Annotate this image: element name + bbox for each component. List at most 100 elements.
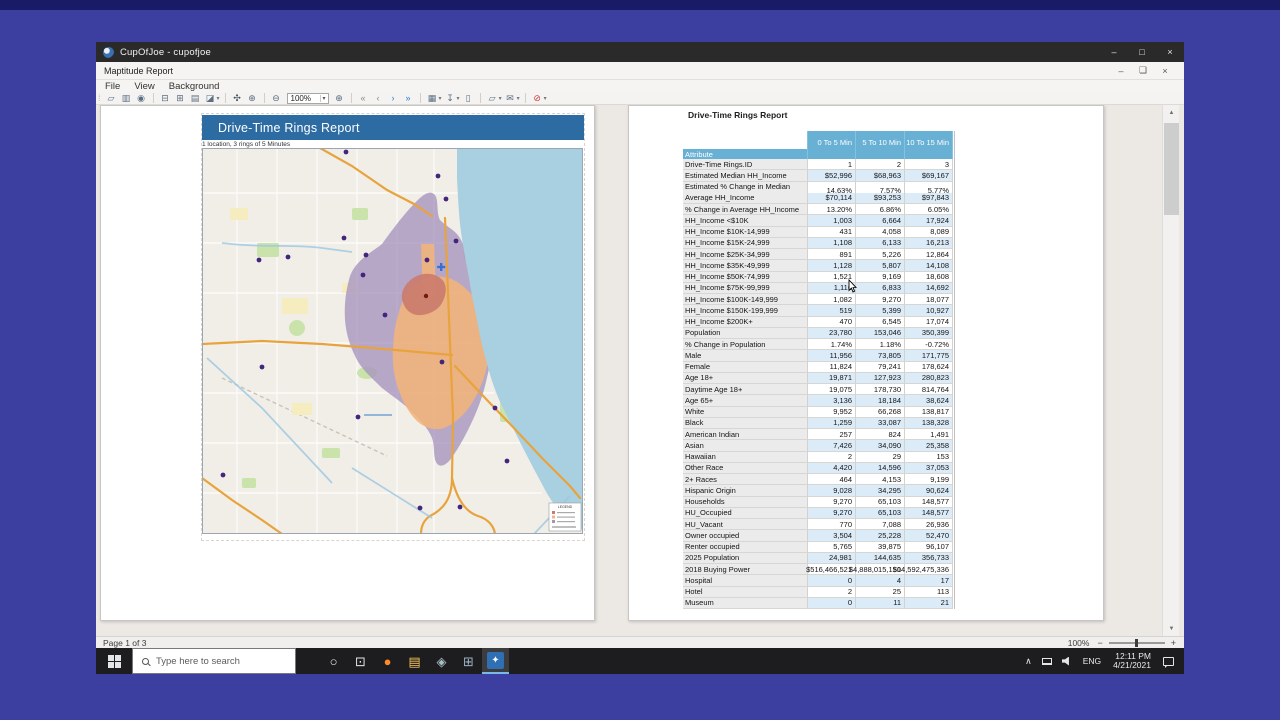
clock[interactable]: 12:11 PM 4/21/2021	[1113, 652, 1151, 670]
lake-michigan	[457, 148, 583, 530]
action-center-icon[interactable]	[1163, 656, 1174, 668]
pan-tool-icon[interactable]: ✣	[233, 93, 241, 103]
value-cell: 113	[905, 586, 953, 598]
print-setup-icon[interactable]: ⊞	[176, 93, 184, 103]
remote-desktop-icon[interactable]: ⊞	[455, 648, 482, 674]
chevron-down-icon[interactable]: ▾	[319, 94, 328, 102]
attribute-cell: HH_Income $150K-199,999	[683, 305, 808, 317]
report-window-controls: – ❏ ×	[1110, 63, 1176, 79]
value-cell: 891	[808, 249, 856, 261]
vertical-scrollbar[interactable]: ▲ ▼	[1162, 105, 1179, 636]
table-row: Estimated % Change in Median HH_Income14…	[683, 181, 954, 201]
toolbar-separator	[224, 93, 226, 103]
table-row: White 9,952 66,268 138,817	[683, 406, 954, 418]
value-cell: 21	[905, 597, 953, 609]
file-explorer-icon[interactable]: ▤	[401, 648, 428, 674]
table-row: Average HH_Income $70,114 $93,253 $97,843	[683, 192, 954, 204]
zoom-out-button[interactable]: −	[1097, 637, 1103, 648]
value-cell: 470	[808, 316, 856, 328]
report-restore-button[interactable]: ❏	[1138, 65, 1148, 75]
close-report-icon[interactable]: ⊘	[533, 93, 541, 103]
language-indicator[interactable]: ENG	[1082, 656, 1102, 666]
table-row: HH_Income <$10K 1,003 6,664 17,924	[683, 215, 954, 227]
cortana-icon[interactable]: ○	[320, 648, 347, 674]
panes-icon[interactable]: ▥	[121, 93, 131, 103]
attribute-cell: Other Race	[683, 462, 808, 474]
close-report-icon-dropdown[interactable]: ▾	[543, 95, 547, 102]
report-table: 0 To 5 Min 5 To 10 Min 10 To 15 Min Attribu…	[683, 131, 955, 609]
email-icon-dropdown[interactable]: ▾	[516, 95, 520, 102]
window-titlebar[interactable]: CupOfJoe - cupofjoe – □ ×	[96, 42, 1184, 62]
first-page-icon[interactable]: «	[360, 93, 366, 103]
email-icon[interactable]: ✉	[506, 93, 514, 103]
value-cell: 39,875	[856, 541, 905, 553]
menu-background[interactable]: Background	[168, 80, 220, 92]
export-icon-dropdown[interactable]: ▾	[456, 95, 460, 102]
value-cell: 34,090	[856, 440, 905, 452]
last-page-icon[interactable]: »	[405, 93, 411, 103]
value-cell: 5,399	[856, 305, 905, 317]
value-cell: 33,087	[856, 417, 905, 429]
attribute-cell: HH_Income $75K-99,999	[683, 282, 808, 294]
select-tool-icon-dropdown[interactable]: ▾	[216, 95, 220, 102]
volume-icon[interactable]	[1061, 656, 1069, 666]
value-cell: 11,824	[808, 361, 856, 373]
zoom-out-tool-icon[interactable]: ⊖	[272, 93, 280, 103]
save-as-icon[interactable]: ▱	[488, 93, 496, 103]
table-row: Female 11,824 79,241 178,624	[683, 361, 954, 373]
value-cell: $68,963	[856, 170, 905, 182]
window-close-button[interactable]: ×	[1167, 47, 1173, 57]
drive-time-map[interactable]: LEGEND	[202, 148, 583, 534]
document-icon[interactable]: ▯	[465, 93, 471, 103]
start-button[interactable]	[96, 648, 132, 674]
menu-file[interactable]: File	[105, 80, 121, 92]
zoom-slider-thumb[interactable]	[1134, 638, 1138, 647]
menu-view[interactable]: View	[134, 80, 155, 92]
firefox-icon[interactable]: ●	[374, 648, 401, 674]
find-icon[interactable]: ◉	[137, 93, 145, 103]
select-tool-icon[interactable]: ◪	[205, 93, 215, 103]
hidden-icons-chevron[interactable]: ∧	[1025, 655, 1032, 666]
attribute-cell: Black	[683, 417, 808, 429]
window-maximize-button[interactable]: □	[1139, 47, 1145, 57]
value-cell: 3,136	[808, 395, 856, 407]
firefox-icon-glyph: ●	[383, 653, 392, 669]
report-layout-icon-dropdown[interactable]: ▾	[438, 95, 442, 102]
map-label-text	[364, 414, 392, 416]
scrollbar-thumb[interactable]	[1164, 123, 1179, 215]
print-preview-icon[interactable]: ▤	[190, 93, 200, 103]
task-view-icon[interactable]: ⊡	[347, 648, 374, 674]
save-as-icon-dropdown[interactable]: ▾	[498, 95, 502, 102]
taskbar-search[interactable]: Type here to search	[132, 648, 296, 674]
maptitude-app-icon[interactable]: ✦	[482, 648, 509, 674]
value-cell: 25,358	[905, 440, 953, 452]
zoom-in-tool-icon[interactable]: ⊕	[248, 93, 256, 103]
report-layout-icon[interactable]: ▦	[427, 93, 437, 103]
value-cell: 17,074	[905, 316, 953, 328]
print-icon[interactable]: ⊟	[161, 93, 169, 103]
security-app-icon[interactable]: ◈	[428, 648, 455, 674]
value-cell: 23,780	[808, 327, 856, 339]
new-report-icon[interactable]: ▱	[107, 93, 115, 103]
report-minimize-button[interactable]: –	[1118, 65, 1124, 76]
value-cell: 2	[808, 586, 856, 598]
report-close-button[interactable]: ×	[1162, 65, 1168, 76]
search-icon	[142, 657, 149, 665]
scroll-up-button[interactable]: ▲	[1168, 109, 1175, 116]
zoom-in-button[interactable]: +	[1170, 637, 1176, 648]
zoom-level-combo[interactable]: 100% ▾	[286, 92, 329, 104]
security-app-icon-glyph: ◈	[436, 653, 447, 669]
value-cell: 14,692	[905, 282, 953, 294]
previous-page-icon[interactable]: ‹	[376, 93, 380, 103]
value-cell: 19,871	[808, 372, 856, 384]
network-icon[interactable]	[1041, 657, 1052, 665]
value-cell: 18,077	[905, 294, 953, 306]
report-window-titlebar[interactable]: Maptitude Report – ❏ ×	[96, 62, 1184, 80]
next-page-icon[interactable]: ›	[391, 93, 395, 103]
zoom-window-icon[interactable]: ⊕	[335, 93, 343, 103]
zoom-slider[interactable]	[1108, 638, 1165, 647]
window-minimize-button[interactable]: –	[1111, 47, 1117, 57]
scroll-down-button[interactable]: ▼	[1168, 625, 1175, 632]
table-row: Asian 7,426 34,090 25,358	[683, 440, 954, 452]
export-icon[interactable]: ↧	[446, 93, 454, 103]
